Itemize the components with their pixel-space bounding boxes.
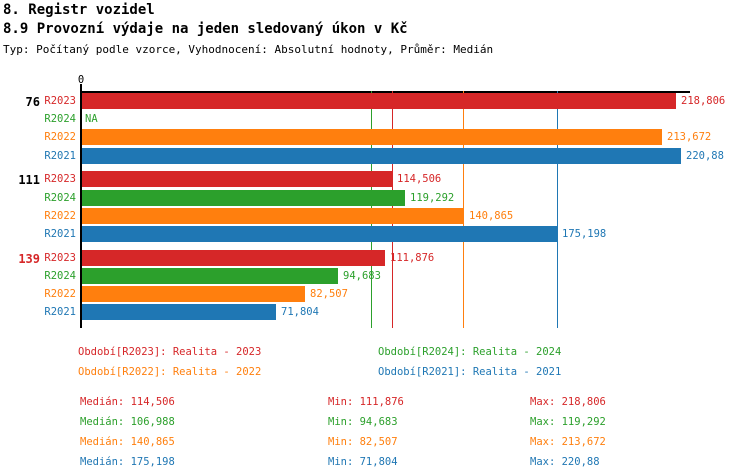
bar-value-label: 218,806 (681, 95, 726, 107)
legend-item-R2022: Období[R2022]: Realita - 2022 (78, 366, 262, 378)
bar-value-label: 140,865 (469, 210, 514, 222)
group-label: 76 (25, 95, 40, 109)
bar-value-label: 213,672 (667, 131, 712, 143)
stat-median-R2022: Medián: 140,865 (80, 436, 175, 448)
stat-max-R2022: Max: 213,672 (530, 436, 606, 448)
bar-value-label: 111,876 (390, 252, 435, 264)
stat-median-R2023: Medián: 114,506 (80, 396, 175, 408)
chart-title: 8.9 Provozní výdaje na jeden sledovaný ú… (3, 21, 408, 37)
stat-min-R2021: Min: 71,804 (328, 456, 398, 468)
bar-row-label: R2024 (44, 113, 76, 125)
bar-value-label: 82,507 (310, 288, 348, 300)
chart-subtitle: Typ: Počítaný podle vzorce, Vyhodnocení:… (3, 43, 494, 56)
bar-R2022 (82, 129, 662, 145)
bar-row-label: R2022 (44, 131, 76, 143)
bar-row-label: R2023 (44, 95, 76, 107)
bar-R2023 (82, 250, 385, 266)
legend-item-R2024: Období[R2024]: Realita - 2024 (378, 346, 562, 358)
bar-R2021 (82, 148, 681, 164)
bar-row-label: R2023 (44, 252, 76, 264)
group-label: 139 (18, 252, 40, 266)
stat-median-R2024: Medián: 106,988 (80, 416, 175, 428)
bar-value-label: 220,88 (686, 150, 724, 162)
bar-R2023 (82, 93, 676, 109)
stat-max-R2024: Max: 119,292 (530, 416, 606, 428)
bar-R2021 (82, 226, 557, 242)
axis-top-line (80, 91, 690, 93)
bar-row-label: R2023 (44, 173, 76, 185)
bar-row-label: R2022 (44, 210, 76, 222)
axis-vertical-line (80, 84, 82, 328)
legend-item-R2021: Období[R2021]: Realita - 2021 (378, 366, 562, 378)
stat-max-R2023: Max: 218,806 (530, 396, 606, 408)
bar-value-label: 71,804 (281, 306, 319, 318)
bar-row-label: R2021 (44, 150, 76, 162)
bar-row-label: R2021 (44, 306, 76, 318)
bar-row-label: R2021 (44, 228, 76, 240)
bar-R2021 (82, 304, 276, 320)
group-label: 111 (18, 173, 40, 187)
bar-value-label: 114,506 (397, 173, 442, 185)
legend-item-R2023: Období[R2023]: Realita - 2023 (78, 346, 262, 358)
report-title: 8. Registr vozidel (3, 2, 155, 18)
bar-value-na-label: NA (85, 113, 98, 125)
bar-value-label: 175,198 (562, 228, 607, 240)
bar-row-label: R2022 (44, 288, 76, 300)
median-line-R2021 (557, 91, 558, 328)
bar-R2022 (82, 286, 305, 302)
bar-R2023 (82, 171, 392, 187)
bar-row-label: R2024 (44, 192, 76, 204)
stat-min-R2024: Min: 94,683 (328, 416, 398, 428)
stat-max-R2021: Max: 220,88 (530, 456, 600, 468)
bar-R2022 (82, 208, 464, 224)
axis-zero-tick-label: 0 (77, 74, 85, 86)
bar-value-label: 119,292 (410, 192, 455, 204)
bar-value-label: 94,683 (343, 270, 381, 282)
bar-row-label: R2024 (44, 270, 76, 282)
bar-R2024 (82, 268, 338, 284)
stat-median-R2021: Medián: 175,198 (80, 456, 175, 468)
stat-min-R2022: Min: 82,507 (328, 436, 398, 448)
stat-min-R2023: Min: 111,876 (328, 396, 404, 408)
bar-R2024 (82, 190, 405, 206)
